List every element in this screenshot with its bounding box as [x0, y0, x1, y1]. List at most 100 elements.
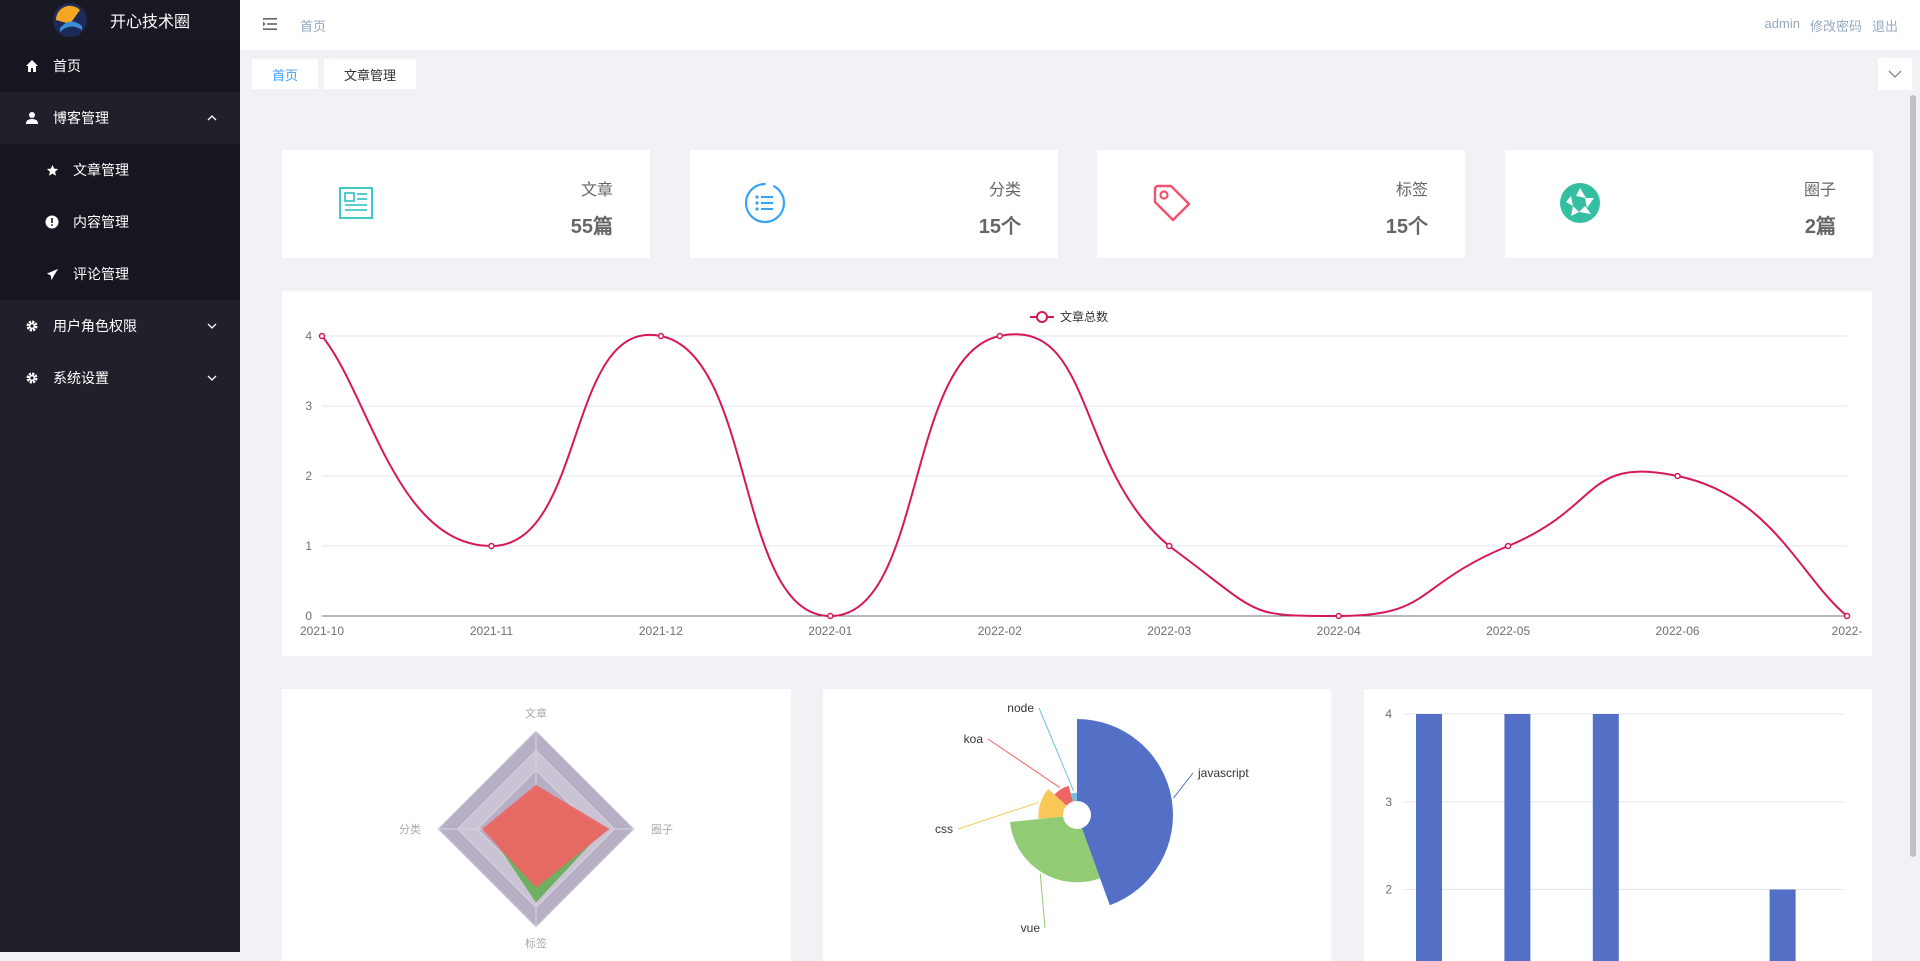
pie-label-line [1173, 772, 1194, 799]
y-tick-label: 3 [1385, 795, 1392, 809]
tag-articles[interactable]: 文章管理 [324, 59, 417, 89]
pie-slice-label: koa [964, 732, 984, 746]
send-icon [44, 266, 60, 282]
breadcrumb[interactable]: 首页 [300, 19, 327, 34]
sidebar-item-label: 博客管理 [53, 110, 109, 126]
chevron-down-icon [1888, 70, 1902, 78]
tags-view: 首页 文章管理 [252, 59, 417, 89]
x-tick-label: 2022-03 [1147, 624, 1191, 638]
pie-slice [1010, 816, 1101, 883]
stat-label: 标签 [1395, 182, 1428, 199]
chevron-down-icon [207, 375, 217, 381]
scrollbar[interactable] [1910, 95, 1916, 857]
change-password-link[interactable]: 修改密码 [1809, 19, 1862, 34]
sidebar-item-blog[interactable]: 博客管理 [0, 92, 240, 144]
data-point [1674, 472, 1681, 480]
radar-indicator-label: 标签 [525, 936, 547, 950]
pie-chart: javascript vue css koa node [935, 701, 1249, 935]
admin-link[interactable]: admin [1764, 16, 1800, 31]
tag-home[interactable]: 首页 [252, 59, 319, 89]
sidebar-item-settings[interactable]: 系统设置 [0, 352, 240, 404]
sidebar-item-comments[interactable]: 评论管理 [0, 248, 240, 300]
radar-chart-panel: 文章 圈子 标签 分类 [282, 689, 791, 961]
chevron-down-icon [207, 323, 217, 329]
line-chart: 0 1 2 3 4 2021-10 2021-11 2021-12 2022-01 2022-02… [300, 309, 1863, 638]
stat-card-circles[interactable]: 圈子 2篇 [1505, 150, 1873, 258]
line-chart-panel: 0 1 2 3 4 2021-10 2021-11 2021-12 2022-01 2022-02… [282, 291, 1872, 656]
radar-indicator-label: 文章 [525, 706, 547, 720]
stat-value: 15个 [978, 216, 1021, 238]
user-icon [24, 110, 40, 126]
pie-label-line [987, 738, 1061, 788]
stat-value: 15个 [1385, 216, 1428, 238]
logo-icon [53, 3, 87, 37]
sidebar-item-label: 评论管理 [73, 266, 129, 282]
list-icon [744, 182, 786, 224]
pie-slice [1070, 792, 1077, 802]
x-tick-label: 2021-10 [300, 624, 344, 638]
pie-slice-label: css [935, 822, 953, 836]
tags-dropdown-button[interactable] [1878, 58, 1912, 90]
data-point [1165, 542, 1173, 550]
y-tick-label: 3 [305, 399, 312, 413]
x-tick-label: 2021-11 [470, 624, 513, 638]
pie-slice-label: vue [1021, 921, 1041, 935]
sidebar-item-home[interactable]: 首页 [0, 40, 240, 92]
bar [1504, 714, 1531, 961]
stat-card-tags[interactable]: 标签 15个 [1097, 150, 1465, 258]
sidebar-item-label: 系统设置 [53, 370, 109, 386]
data-point [488, 542, 495, 550]
y-tick-label: 4 [305, 329, 312, 343]
pie-slice [1054, 785, 1074, 806]
stat-card-articles[interactable]: 文章 55篇 [282, 150, 650, 258]
star-icon [44, 162, 60, 178]
stat-label: 分类 [988, 182, 1021, 199]
legend-marker [1036, 311, 1048, 323]
bar [1416, 714, 1442, 961]
gear-icon [24, 370, 40, 386]
aperture-icon [1560, 183, 1600, 223]
bar [1769, 889, 1796, 961]
y-tick-label: 0 [305, 609, 312, 623]
sidebar-item-content[interactable]: 内容管理 [0, 196, 240, 248]
series-line [321, 333, 1848, 618]
sidebar-item-user-roles[interactable]: 用户角色权限 [0, 300, 240, 352]
pie-label-line [1039, 873, 1046, 929]
pie-label-line [957, 801, 1039, 830]
app-title: 开心技术圈 [110, 14, 191, 31]
pie-slice-label: javascript [1197, 766, 1249, 780]
pie-slice [1038, 789, 1067, 820]
sidebar: 开心技术圈 首页 博客管理 文章管理 [0, 0, 240, 952]
y-tick-label: 2 [305, 469, 312, 483]
x-tick-label: 2021-12 [639, 624, 683, 638]
stat-card-categories[interactable]: 分类 15个 [690, 150, 1058, 258]
radar-indicator-label: 圈子 [651, 823, 673, 836]
data-point [827, 612, 834, 620]
data-point [1843, 612, 1851, 620]
x-tick-label: 2022- [1832, 624, 1863, 638]
sidebar-item-articles[interactable]: 文章管理 [0, 144, 240, 196]
logo[interactable]: 开心技术圈 [0, 0, 240, 40]
data-point [1335, 612, 1342, 620]
logout-link[interactable]: 退出 [1871, 19, 1898, 34]
stat-label: 圈子 [1803, 182, 1836, 199]
gear-icon [24, 318, 40, 334]
menu-fold-icon[interactable] [262, 16, 278, 32]
header: 首页 admin 修改密码 退出 [240, 0, 1920, 50]
home-icon [24, 58, 40, 74]
data-point [657, 332, 665, 340]
pie-chart-panel: javascript vue css koa node [823, 689, 1331, 961]
pie-slice [1077, 719, 1173, 906]
newspaper-icon [339, 187, 373, 219]
x-tick-label: 2022-02 [978, 624, 1022, 638]
bar [1592, 714, 1619, 961]
sidebar-item-label: 用户角色权限 [53, 318, 137, 334]
y-tick-label: 1 [305, 539, 312, 553]
legend-label: 文章总数 [1060, 309, 1108, 324]
sidebar-item-label: 内容管理 [73, 214, 129, 230]
data-point [996, 332, 1004, 340]
sidebar-item-label: 文章管理 [73, 162, 129, 178]
